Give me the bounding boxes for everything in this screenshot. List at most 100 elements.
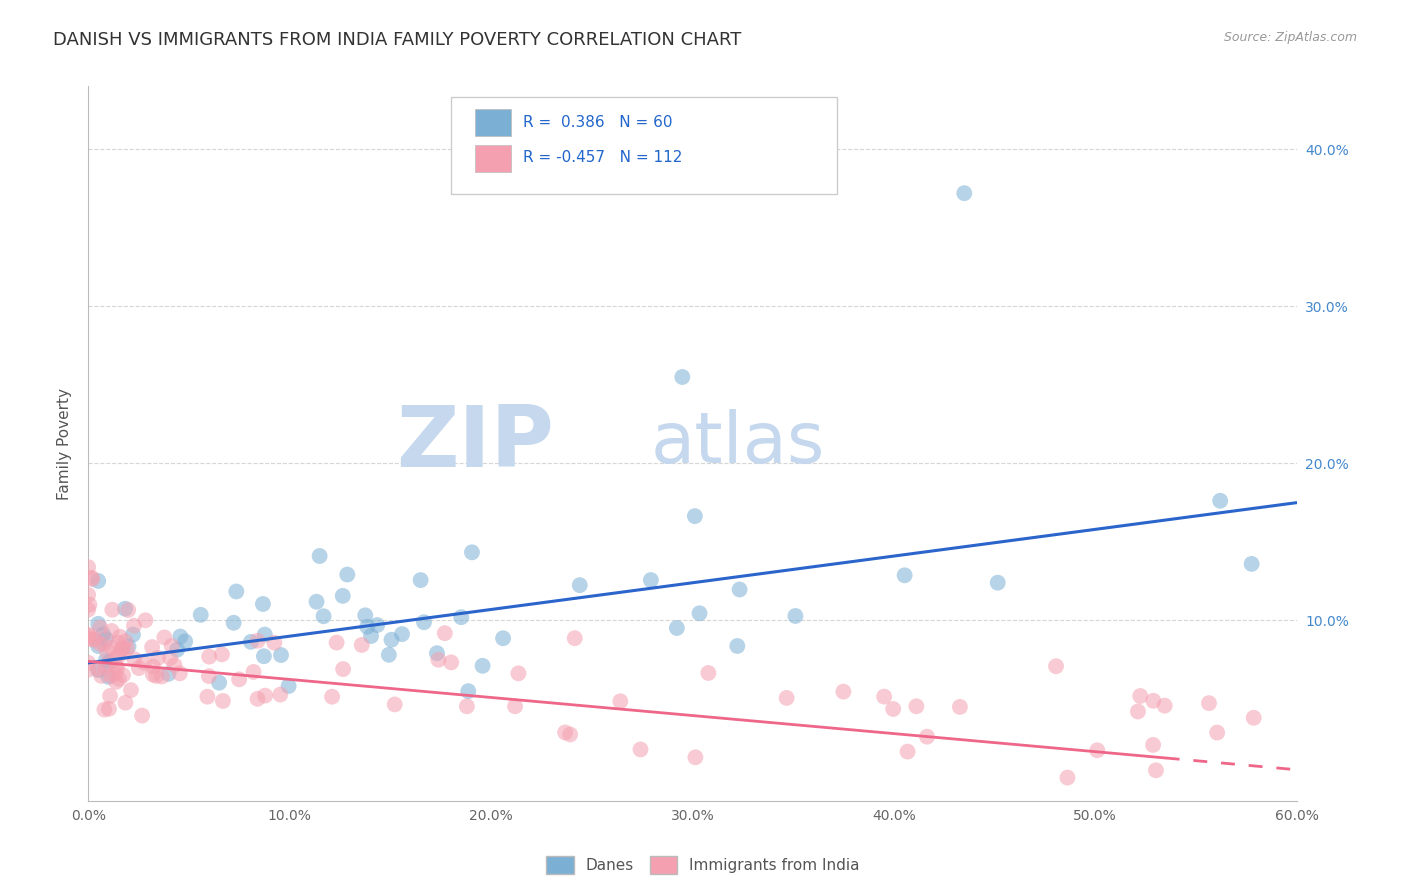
Point [114, 696, 136, 710]
Point [457, 684, 479, 698]
Point [77, 629, 100, 643]
Point [554, 725, 576, 739]
Point [77, 588, 100, 602]
Point [873, 690, 896, 704]
Point [159, 651, 181, 665]
Point [94, 632, 117, 646]
Point [208, 675, 231, 690]
Point [150, 669, 173, 683]
Point [157, 666, 180, 681]
Point [426, 646, 449, 660]
Point [98, 689, 121, 703]
Point [87, 662, 110, 676]
Point [461, 545, 484, 559]
Point [953, 186, 976, 201]
Point [90, 669, 112, 683]
Text: Source: ZipAtlas.com: Source: ZipAtlas.com [1223, 31, 1357, 45]
Point [391, 627, 413, 641]
Point [366, 618, 388, 632]
Point [134, 613, 156, 627]
Point [683, 509, 706, 524]
Point [128, 661, 150, 675]
Point [77, 656, 100, 670]
Point [212, 694, 235, 708]
Point [882, 702, 904, 716]
Point [112, 640, 135, 655]
Point [100, 668, 122, 682]
Point [270, 648, 292, 662]
Point [101, 603, 124, 617]
Point [252, 597, 274, 611]
Point [456, 699, 478, 714]
Point [1206, 725, 1229, 739]
Point [87, 663, 110, 677]
Point [110, 644, 132, 658]
Point [949, 700, 972, 714]
Point [84, 632, 107, 647]
Point [269, 688, 291, 702]
Point [190, 607, 212, 622]
Point [77, 663, 100, 677]
Point [893, 568, 915, 582]
Point [905, 699, 928, 714]
Point [132, 656, 155, 670]
Point [114, 601, 136, 615]
Point [915, 730, 938, 744]
Point [725, 639, 748, 653]
Point [1142, 738, 1164, 752]
Point [120, 683, 142, 698]
Point [987, 575, 1010, 590]
Point [253, 649, 276, 664]
Text: R = -0.457   N = 112: R = -0.457 N = 112 [523, 151, 682, 165]
Point [350, 638, 373, 652]
Point [94, 659, 117, 673]
Point [246, 633, 269, 648]
Point [336, 567, 359, 582]
Point [98, 702, 121, 716]
Bar [475, 109, 512, 136]
Text: R =  0.386   N = 60: R = 0.386 N = 60 [523, 114, 672, 129]
Point [77, 560, 100, 574]
Point [124, 652, 146, 666]
Point [1056, 771, 1078, 785]
Point [277, 679, 299, 693]
Point [685, 750, 707, 764]
Point [80, 571, 103, 585]
Point [77, 602, 100, 616]
Point [169, 630, 191, 644]
Point [630, 742, 652, 756]
Point [82, 572, 104, 586]
Point [104, 651, 127, 665]
Point [142, 667, 165, 681]
Point [91, 627, 114, 641]
Point [564, 631, 586, 645]
Point [354, 608, 377, 623]
Point [122, 618, 145, 632]
Point [141, 640, 163, 654]
Point [174, 634, 197, 648]
Point [609, 694, 631, 708]
Point [1144, 764, 1167, 778]
Point [146, 650, 169, 665]
Point [896, 745, 918, 759]
Point [427, 653, 450, 667]
Point [222, 615, 245, 630]
Point [166, 642, 188, 657]
Point [108, 672, 131, 686]
Point [305, 595, 328, 609]
Point [253, 627, 276, 641]
Point [211, 648, 233, 662]
Bar [475, 145, 512, 172]
Point [325, 635, 347, 649]
Point [832, 684, 855, 698]
Point [105, 674, 128, 689]
Point [89, 637, 111, 651]
Point [163, 658, 186, 673]
Point [433, 626, 456, 640]
Point [775, 690, 797, 705]
Point [131, 708, 153, 723]
Point [384, 698, 406, 712]
Point [263, 636, 285, 650]
Point [689, 607, 711, 621]
Point [80, 632, 103, 647]
